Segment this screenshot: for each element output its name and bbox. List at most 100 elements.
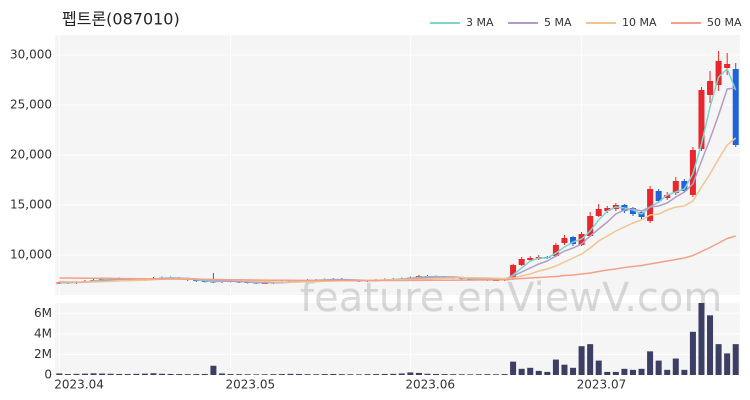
volume-bar <box>278 374 285 375</box>
candle-body <box>715 61 722 85</box>
x-tick-label: 2023.07 <box>577 378 627 392</box>
volume-bar <box>612 371 619 375</box>
volume-bar <box>150 373 157 375</box>
volume-bar <box>270 374 277 375</box>
volume-bar <box>578 346 585 375</box>
candle-body <box>56 282 63 284</box>
volume-bar <box>467 374 474 375</box>
volume-bar <box>621 368 628 375</box>
volume-bar <box>570 367 577 375</box>
volume-bar <box>210 365 217 375</box>
volume-bar <box>552 359 559 375</box>
candle-body <box>647 189 654 221</box>
candle-body <box>595 209 602 216</box>
volume-bar <box>313 374 320 375</box>
y-tick-label: 25,000 <box>10 98 52 112</box>
x-tick-label: 2023.06 <box>405 378 455 392</box>
volume-bar <box>81 373 88 375</box>
candle-body <box>518 259 525 265</box>
y-tick-label: 15,000 <box>10 198 52 212</box>
volume-bar <box>707 315 714 375</box>
volume-bar <box>407 372 414 375</box>
volume-bar <box>99 373 106 375</box>
ma-line <box>59 235 736 282</box>
volume-bar <box>664 369 671 375</box>
volume-bar <box>244 374 251 375</box>
volume-bar <box>424 373 431 375</box>
candle-body <box>732 69 739 145</box>
volume-bar <box>287 373 294 375</box>
y-tick-label: 4M <box>34 326 52 340</box>
legend-label: 3 MA <box>466 16 494 29</box>
volume-bar <box>64 374 71 375</box>
volume-bar <box>458 374 465 375</box>
volume-bar <box>433 373 440 375</box>
candle-body <box>587 216 594 236</box>
watermark: feature.enViewV.com <box>300 275 722 321</box>
volume-bar <box>176 374 183 375</box>
volume-bar <box>484 374 491 375</box>
volume-bar <box>672 358 679 375</box>
volume-bar <box>732 344 739 375</box>
volume-bar <box>167 373 174 375</box>
volume-bar <box>561 364 568 375</box>
volume-bar <box>116 373 123 375</box>
volume-bar <box>510 361 517 375</box>
volume-bar <box>681 369 688 375</box>
x-tick-label: 2023.05 <box>226 378 276 392</box>
x-tick-label: 2023.04 <box>54 378 104 392</box>
volume-bar <box>184 374 191 375</box>
volume-bar <box>373 374 380 375</box>
volume-panel <box>55 303 740 375</box>
volume-bar <box>141 373 148 375</box>
volume-bar <box>201 373 208 375</box>
volume-bar <box>527 367 534 375</box>
candle-body <box>655 191 662 201</box>
volume-bar <box>398 373 405 375</box>
volume-bar <box>261 374 268 375</box>
volume-bar <box>124 374 131 375</box>
volume-bar <box>587 344 594 375</box>
price-panel <box>55 35 740 295</box>
chart-title: 펩트론(087010) <box>62 10 180 29</box>
volume-bar <box>450 374 457 375</box>
candle-body <box>707 81 714 95</box>
volume-bar <box>321 374 328 375</box>
y-tick-label: 10,000 <box>10 248 52 262</box>
candle-body <box>698 90 705 149</box>
candle-body <box>527 258 534 260</box>
volume-bar <box>381 373 388 375</box>
legend-label: 50 MA <box>707 16 742 29</box>
volume-bar <box>415 372 422 375</box>
volume-bar <box>227 374 234 375</box>
volume-bar <box>441 374 448 375</box>
y-tick-label: 2M <box>34 347 52 361</box>
volume-bar <box>544 371 551 375</box>
y-tick-label: 0 <box>44 368 52 382</box>
candle-body <box>724 64 731 68</box>
candle-body <box>672 181 679 193</box>
volume-bar <box>330 373 337 375</box>
volume-bar <box>107 373 114 375</box>
volume-bar <box>193 374 200 375</box>
candle-body <box>510 265 517 279</box>
volume-bar <box>647 351 654 375</box>
candle-body <box>629 208 636 214</box>
volume-bar <box>475 374 482 375</box>
candle-body <box>681 181 688 191</box>
volume-bar <box>492 374 499 375</box>
volume-bar <box>518 368 525 375</box>
legend-label: 10 MA <box>622 16 657 29</box>
volume-bar <box>604 371 611 375</box>
candle-body <box>552 245 559 256</box>
volume-bar <box>338 374 345 375</box>
y-tick-label: 20,000 <box>10 148 52 162</box>
volume-bar <box>253 374 260 375</box>
volume-bar <box>73 373 80 375</box>
volume-bar <box>90 373 97 375</box>
volume-bar <box>218 373 225 375</box>
volume-bar <box>501 374 508 375</box>
candle-body <box>570 237 577 244</box>
volume-bar <box>724 353 731 375</box>
volume-bar <box>655 360 662 375</box>
